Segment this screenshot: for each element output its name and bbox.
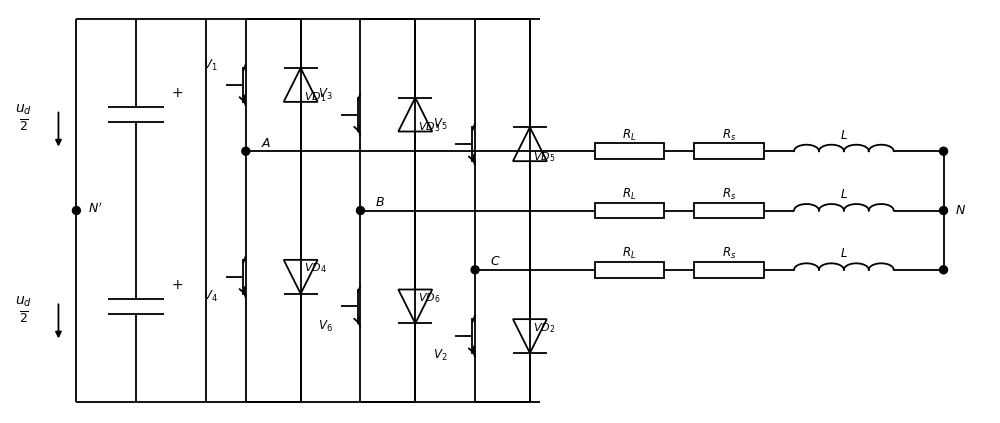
Circle shape (72, 206, 80, 214)
Text: $\overline{2}$: $\overline{2}$ (19, 310, 29, 326)
Circle shape (940, 266, 948, 274)
Text: $VD_{1}$: $VD_{1}$ (304, 91, 326, 104)
Bar (595, 262, 664, 278)
Text: $+$: $+$ (171, 85, 183, 100)
Text: $V_{5}$: $V_{5}$ (433, 117, 447, 132)
Text: $u_d$: $u_d$ (15, 294, 32, 309)
Text: $R_s$: $R_s$ (722, 187, 736, 202)
Circle shape (940, 206, 948, 214)
Bar (595, 143, 664, 159)
Circle shape (940, 147, 948, 155)
Text: $N'$: $N'$ (88, 201, 103, 216)
Text: $VD_{2}$: $VD_{2}$ (533, 321, 555, 335)
Text: $\overline{2}$: $\overline{2}$ (19, 119, 29, 134)
Text: $u_d$: $u_d$ (15, 102, 32, 117)
Bar (694, 143, 764, 159)
Text: $B$: $B$ (375, 196, 385, 209)
Text: $V_{6}$: $V_{6}$ (318, 319, 333, 334)
Text: $L$: $L$ (840, 188, 848, 201)
Text: $L$: $L$ (840, 247, 848, 261)
Text: $R_L$: $R_L$ (622, 128, 637, 143)
Circle shape (356, 206, 364, 214)
Text: $VD_{4}$: $VD_{4}$ (304, 261, 326, 275)
Circle shape (242, 147, 250, 155)
Bar (694, 203, 764, 218)
Text: $V_{3}$: $V_{3}$ (318, 88, 333, 102)
Bar (595, 203, 664, 218)
Text: $V_{4}$: $V_{4}$ (203, 289, 218, 304)
Text: $R_L$: $R_L$ (622, 246, 637, 261)
Text: $V_{2}$: $V_{2}$ (433, 348, 447, 363)
Text: $R_s$: $R_s$ (722, 128, 736, 143)
Text: $L$: $L$ (840, 129, 848, 142)
Text: $VD_{5}$: $VD_{5}$ (533, 150, 555, 164)
Text: $C$: $C$ (490, 255, 501, 268)
Text: $R_s$: $R_s$ (722, 246, 736, 261)
Text: $N$: $N$ (955, 204, 967, 217)
Text: $R_L$: $R_L$ (622, 187, 637, 202)
Text: $+$: $+$ (171, 277, 183, 291)
Text: $A$: $A$ (261, 137, 271, 150)
Bar (694, 262, 764, 278)
Circle shape (471, 266, 479, 274)
Text: $VD_{3}$: $VD_{3}$ (418, 120, 441, 134)
Text: $VD_{6}$: $VD_{6}$ (418, 291, 441, 305)
Text: $V_{1}$: $V_{1}$ (203, 58, 218, 73)
